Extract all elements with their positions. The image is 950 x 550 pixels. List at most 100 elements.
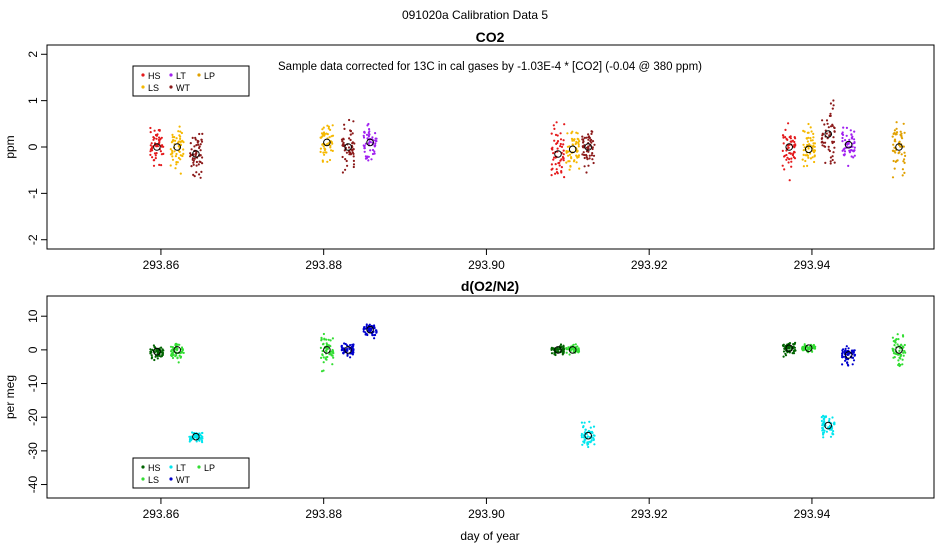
data-point-wt	[340, 349, 343, 352]
data-point-wt	[591, 152, 594, 155]
legend-label-lp: LP	[204, 463, 215, 473]
data-point-wt	[832, 136, 835, 139]
data-point-wt	[194, 136, 197, 139]
data-point-wt	[833, 161, 836, 164]
data-point-wt	[197, 143, 200, 146]
data-point-lp	[898, 364, 901, 368]
data-point-wt	[590, 141, 593, 144]
data-point-ls	[329, 339, 332, 342]
data-point-hs	[792, 352, 796, 355]
data-point-hs	[781, 134, 785, 137]
data-point-lp	[891, 176, 895, 179]
data-point-lp	[899, 133, 902, 136]
data-point-lt	[850, 149, 853, 152]
data-point-ls	[178, 343, 181, 346]
data-point-lt	[367, 142, 370, 145]
data-point-ls	[330, 149, 333, 152]
legend-swatch-wt	[169, 85, 173, 89]
legend-swatch-lp	[197, 465, 201, 469]
y-tick-label: -40	[26, 476, 40, 494]
data-point-ls	[328, 136, 331, 139]
data-point-wt	[195, 171, 198, 174]
data-point-wt	[195, 144, 198, 147]
data-point-wt	[367, 327, 370, 330]
data-point-ls	[181, 349, 184, 352]
data-point-ls	[322, 361, 325, 364]
mean-marker-lt	[584, 431, 593, 440]
data-point-hs	[552, 152, 555, 155]
data-point-hs	[555, 142, 558, 145]
data-point-wt	[831, 158, 834, 162]
data-point-ls	[577, 141, 580, 144]
data-point-hs	[555, 168, 558, 171]
data-point-lt	[580, 434, 583, 437]
data-point-hs	[551, 167, 554, 170]
data-point-wt	[345, 151, 348, 154]
data-point-ls	[809, 126, 812, 129]
x-tick-label: 293.92	[631, 507, 668, 521]
data-point-ls	[179, 137, 182, 140]
data-point-lt	[588, 420, 591, 423]
data-point-wt	[345, 159, 348, 163]
data-point-ls	[331, 337, 334, 340]
data-point-wt	[201, 162, 204, 165]
data-point-wt	[582, 141, 585, 144]
data-point-lt	[368, 128, 371, 131]
data-point-wt	[847, 353, 850, 356]
data-point-hs	[790, 165, 793, 168]
data-point-lt	[843, 150, 847, 153]
data-point-lt	[587, 429, 591, 433]
data-point-hs	[558, 161, 561, 164]
data-point-wt	[831, 155, 834, 158]
data-point-wt	[193, 157, 196, 160]
data-point-ls	[322, 151, 325, 154]
data-point-ls	[813, 155, 816, 158]
data-point-hs	[559, 159, 562, 162]
data-point-wt	[581, 153, 584, 156]
data-point-wt	[363, 326, 366, 329]
data-point-lt	[363, 145, 366, 148]
mean-marker-lt	[366, 138, 374, 147]
data-point-lt	[362, 136, 366, 139]
data-point-ls	[331, 124, 334, 127]
data-point-ls	[171, 158, 175, 161]
data-point-hs	[149, 148, 152, 151]
data-point-ls	[325, 342, 328, 345]
mean-marker-wt	[192, 150, 200, 158]
data-point-ls	[811, 350, 814, 353]
data-point-lp	[894, 339, 897, 342]
data-point-ls	[810, 130, 813, 133]
data-point-hs	[560, 145, 564, 148]
data-point-ls	[811, 156, 814, 159]
data-point-hs	[792, 350, 796, 353]
data-point-hs	[149, 153, 152, 156]
data-point-wt	[591, 146, 594, 149]
data-point-ls	[330, 135, 333, 138]
data-point-hs	[552, 124, 555, 127]
data-point-ls	[331, 149, 334, 152]
data-point-ls	[175, 152, 178, 156]
data-point-ls	[807, 131, 810, 134]
mean-marker-wt	[844, 351, 853, 359]
mean-marker-hs	[785, 143, 794, 151]
data-point-lp	[902, 354, 905, 357]
data-point-lt	[853, 141, 856, 145]
data-point-lt	[849, 129, 852, 132]
data-point-wt	[590, 132, 593, 135]
data-point-ls	[809, 347, 812, 350]
data-point-hs	[560, 171, 563, 174]
data-point-lt	[833, 421, 836, 424]
data-point-hs	[551, 148, 554, 151]
data-point-ls	[807, 348, 810, 351]
data-point-wt	[820, 141, 823, 144]
data-point-wt	[846, 361, 849, 364]
data-point-lt	[847, 164, 850, 167]
data-point-hs	[562, 143, 565, 146]
data-point-lp	[903, 343, 906, 347]
data-point-ls	[576, 345, 579, 348]
data-point-hs	[786, 156, 789, 159]
data-point-wt	[582, 138, 585, 141]
data-point-lp	[902, 346, 905, 349]
data-point-lp	[903, 161, 906, 164]
data-point-wt	[587, 164, 590, 167]
